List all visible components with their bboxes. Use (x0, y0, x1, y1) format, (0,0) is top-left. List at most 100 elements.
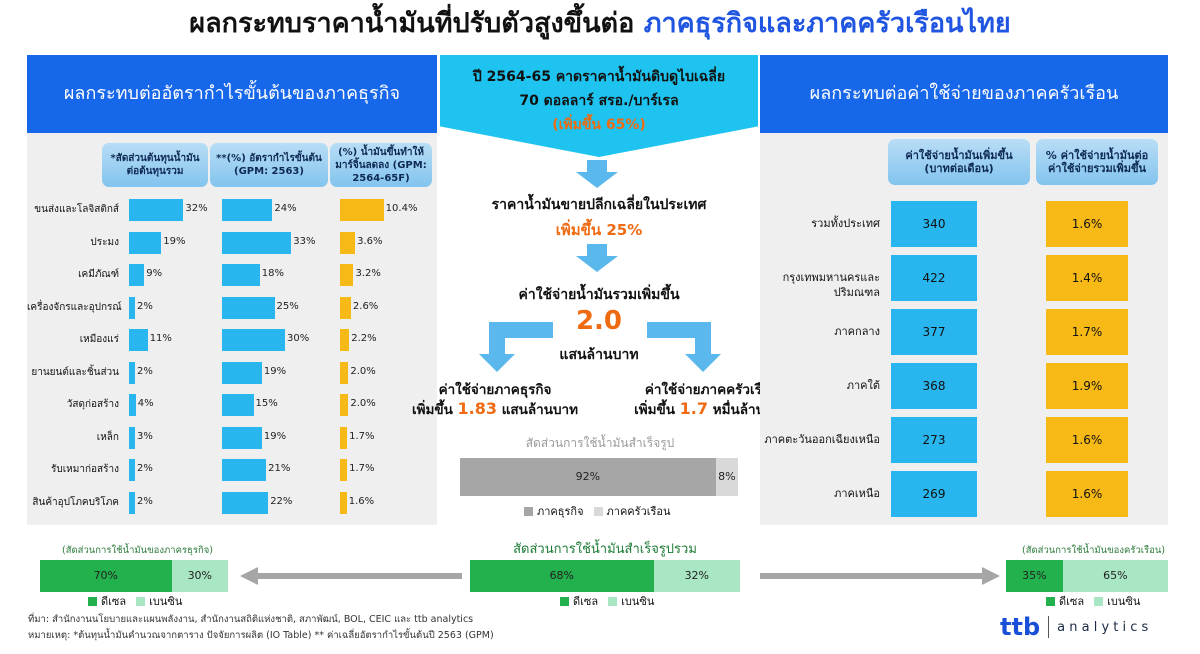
legend-item: เบนซิน (136, 594, 182, 608)
total-line1: ค่าใช้จ่ายน้ำมันรวมเพิ่มขึ้น (518, 287, 680, 303)
bar (340, 329, 350, 351)
expense-box: 377 (891, 309, 977, 355)
bar-value-label: 32% (185, 203, 208, 214)
bar (340, 459, 348, 481)
bar (340, 426, 348, 449)
bar-value-label: 33% (293, 235, 316, 247)
row-label: สินค้าอุปโภคบริโภค (32, 496, 119, 508)
bar-value-label: 2% (137, 300, 153, 312)
segment-label: 68% (549, 569, 575, 582)
crude-line3: (เพิ่มขึ้น 65%) (552, 117, 646, 133)
legend-label: ดีเซล (101, 595, 127, 608)
bar (129, 199, 184, 221)
bar-segment: 65% (1062, 560, 1168, 592)
table-row: รับเหมาก่อสร้าง 2% 21% 1.7% (27, 455, 437, 485)
bar-value-label: 3% (137, 430, 153, 442)
bar-segment: 32% (653, 560, 740, 592)
bar (222, 264, 260, 286)
legend-label: ภาคครัวเรือน (606, 505, 671, 518)
legend-swatch (1094, 596, 1104, 606)
business-cost-line1: ค่าใช้จ่ายภาคธุรกิจ (438, 382, 552, 398)
bar (129, 361, 135, 384)
business-cost-unit: แสนล้านบาท (501, 402, 579, 418)
bar-value-label: 2.0% (350, 398, 376, 409)
table-row: เครื่องจักรและอุปกรณ์ 2% 25% 2.6% (27, 293, 437, 323)
household-panel-header: ผลกระทบต่อค่าใช้จ่ายของภาคครัวเรือน (760, 55, 1168, 133)
row-label: รวมทั้งประเทศ (811, 217, 880, 230)
household-cost-value: 1.7 (679, 399, 709, 418)
bar (340, 361, 349, 384)
row-label: รับเหมาก่อสร้าง (51, 464, 119, 475)
bar-value-label: 4% (137, 398, 154, 409)
table-row: สินค้าอุปโภคบริโภค 2% 22% 1.6% (27, 488, 437, 518)
table-row: เหล็ก 3% 19% 1.7% (27, 423, 437, 453)
crude-line2: 70 ดอลลาร์ สรอ./บาร์เรล (519, 93, 679, 109)
logo-text: a n a l y t i c s (1057, 619, 1149, 635)
ttb-analytics-logo: ttb a n a l y t i c s (1000, 612, 1148, 642)
legend-item: เบนซิน (608, 594, 654, 608)
legend-item: ภาคธุรกิจ (524, 503, 584, 519)
share-value: 1.6% (1071, 487, 1103, 501)
legend-item: ดีเซล (560, 594, 598, 608)
title-part2: ภาคธุรกิจและภาคครัวเรือนไทย (643, 8, 1011, 39)
legend-swatch (593, 506, 603, 516)
fuel-share-bar: 92% 8% (460, 458, 738, 496)
table-row: เคมีภัณฑ์ 9% 18% 3.2% (27, 260, 437, 290)
segment-label: 92% (575, 470, 601, 483)
expense-value: 269 (922, 487, 946, 501)
row-label: ขนส่งและโลจิสติกส์ (34, 204, 119, 215)
business-panel: ผลกระทบต่ออัตรากำไรขั้นต้นของภาคธุรกิจ *… (27, 55, 437, 525)
arrow-right-icon (760, 567, 1000, 585)
col-header-gpm: **(%) อัตรากำไรขั้นต้น (GPM: 2563) (210, 143, 328, 187)
expense-box: 340 (891, 201, 977, 247)
table-row: ภาคเหนือ 269 1.6% (760, 471, 1168, 521)
segment-label: 35% (1022, 569, 1047, 582)
bar-value-label: 25% (276, 300, 299, 312)
legend-item: เบนซิน (1094, 594, 1140, 608)
title-part1: ผลกระทบราคาน้ำมันที่ปรับตัวสูงขึ้นต่อ (189, 8, 635, 39)
bar (129, 426, 135, 449)
bar (129, 459, 135, 481)
segment-label: 8% (718, 470, 736, 483)
table-row: วัสดุก่อสร้าง 4% 15% 2.0% (27, 390, 437, 420)
expense-box: 368 (891, 363, 977, 409)
bar (340, 199, 384, 221)
table-row: ประมง 19% 33% 3.6% (27, 228, 437, 258)
bar-value-label: 18% (261, 268, 285, 279)
legend-label: เบนซิน (1107, 595, 1141, 608)
bar (340, 491, 347, 514)
bar (222, 199, 273, 221)
segment-label: 70% (93, 569, 119, 582)
total-fuel-caption: สัดส่วนการใช้น้ำมันสำเร็จรูปรวม (513, 542, 697, 557)
bar-value-label: 3.6% (357, 235, 383, 247)
share-value: 1.4% (1071, 271, 1103, 285)
business-cost-prefix: เพิ่มขึ้น (411, 402, 453, 418)
household-panel: ผลกระทบต่อค่าใช้จ่ายของภาคครัวเรือน ค่าใ… (760, 55, 1168, 525)
bar (340, 296, 351, 319)
share-value: 1.6% (1071, 433, 1103, 447)
expense-value: 368 (922, 379, 946, 393)
bar-value-label: 2% (137, 495, 153, 507)
bar-value-label: 2.0% (350, 365, 376, 377)
legend-item: ดีเซล (88, 594, 126, 608)
bar-segment: 8% (715, 458, 738, 496)
bar-value-label: 19% (163, 235, 186, 247)
share-value: 1.6% (1071, 217, 1103, 231)
arrow-down-icon (576, 244, 618, 272)
bar-value-label: 15% (255, 398, 278, 409)
legend-label: ภาคธุรกิจ (537, 505, 584, 518)
bar (222, 329, 285, 351)
household-fuel-bar: 35% 65% (1006, 560, 1168, 592)
legend-swatch (88, 596, 97, 606)
share-value: 1.9% (1071, 379, 1103, 393)
legend-item: ดีเซล (1046, 594, 1084, 608)
bar-value-label: 2% (137, 463, 153, 474)
crude-line1: ปี 2564-65 คาดราคาน้ำมันดิบดูไบเฉลี่ย (472, 69, 726, 85)
share-box: 1.4% (1046, 255, 1128, 301)
bar-value-label: 1.6% (348, 495, 375, 507)
bar-value-label: 9% (146, 268, 163, 279)
bar (222, 361, 262, 384)
bar (222, 231, 292, 254)
bar-value-label: 1.7% (349, 430, 375, 442)
bar-segment: 30% (171, 560, 228, 592)
